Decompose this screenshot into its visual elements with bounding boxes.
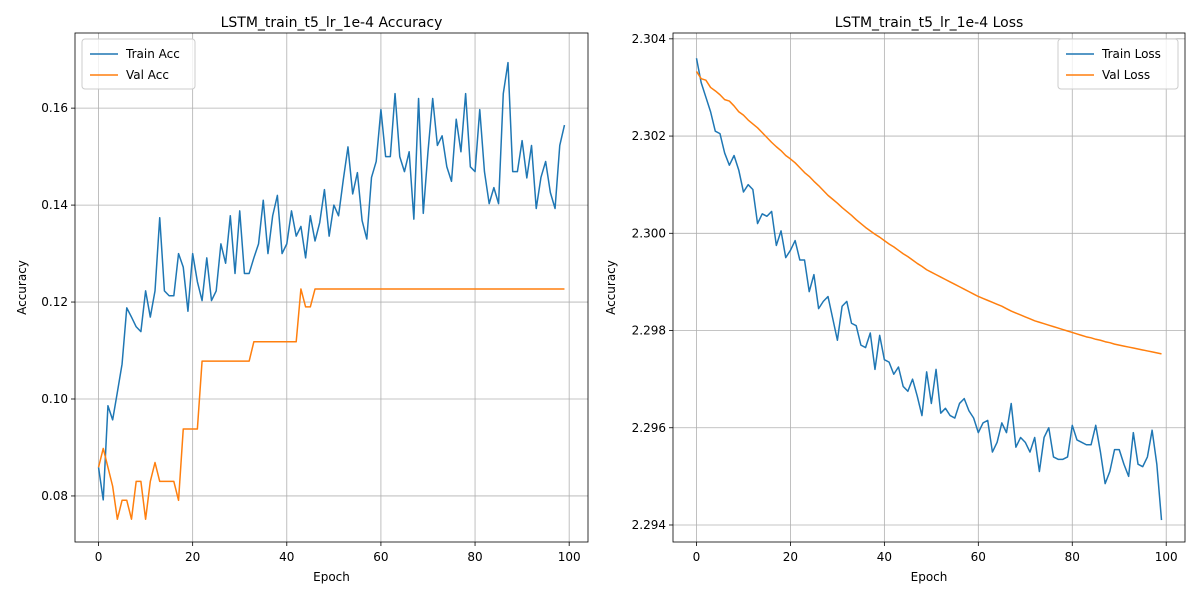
y-axis-label: Accuracy: [604, 260, 618, 315]
x-tick-label: 40: [877, 550, 892, 564]
legend: Train Acc Val Acc: [81, 38, 196, 90]
x-tick-label: 20: [185, 550, 200, 564]
y-tick-label: 2.300: [632, 226, 666, 240]
x-tick-label: 80: [467, 550, 482, 564]
y-tick-label: 0.14: [41, 198, 68, 212]
series-line-val-loss: [695, 71, 1162, 355]
x-axis-label: Epoch: [911, 570, 948, 584]
x-tick-label: 0: [95, 550, 103, 564]
legend-box: [1057, 38, 1179, 90]
y-tick-label: 2.298: [632, 324, 666, 338]
chart-panel-1: 0 20 40 60 80 100 0.08 0.10 0.12 0.14 0.16 LSTM_tra…: [15, 15, 589, 584]
axes-frame: [672, 32, 1186, 543]
x-tick-label: 80: [1065, 550, 1080, 564]
legend-label: Val Loss: [1102, 68, 1150, 82]
y-tick-label: 0.12: [41, 295, 68, 309]
x-tick-label: 60: [373, 550, 388, 564]
x-tick-label: 60: [971, 550, 986, 564]
y-tick-label: 0.16: [41, 101, 68, 115]
y-tick-label: 2.302: [632, 129, 666, 143]
y-tick-label: 2.296: [632, 421, 666, 435]
series-line-train-acc: [97, 61, 566, 501]
x-tick-label: 20: [783, 550, 798, 564]
series-group: [97, 61, 566, 520]
series-line-val-acc: [97, 288, 565, 520]
y-tick-label: 2.304: [632, 32, 666, 46]
axes-frame: [74, 32, 589, 543]
x-axis-label: Epoch: [313, 570, 350, 584]
series-line-train-loss: [695, 58, 1163, 521]
chart-panel-2: 0 20 40 60 80 100 2.294 2.296 2.298 2.300 2.302 2.3…: [604, 15, 1186, 584]
legend-label: Train Loss: [1101, 47, 1161, 61]
y-axis-label: Accuracy: [15, 260, 29, 315]
legend-label: Train Acc: [125, 47, 180, 61]
grid: [75, 33, 588, 542]
x-tick-label: 0: [693, 550, 701, 564]
grid: [673, 33, 1185, 542]
x-tick-label: 40: [279, 550, 294, 564]
chart-title: LSTM_train_t5_lr_1e-4 Loss: [835, 15, 1024, 31]
legend: Train Loss Val Loss: [1057, 38, 1179, 90]
x-tick-label: 100: [1155, 550, 1178, 564]
y-tick-label: 0.08: [41, 489, 68, 503]
series-group: [695, 58, 1163, 521]
y-tick-label: 2.294: [632, 518, 666, 532]
legend-box: [81, 38, 196, 90]
x-tick-label: 100: [558, 550, 581, 564]
chart-title: LSTM_train_t5_lr_1e-4 Accuracy: [221, 15, 443, 31]
y-tick-label: 0.10: [41, 392, 68, 406]
legend-label: Val Acc: [126, 68, 169, 82]
